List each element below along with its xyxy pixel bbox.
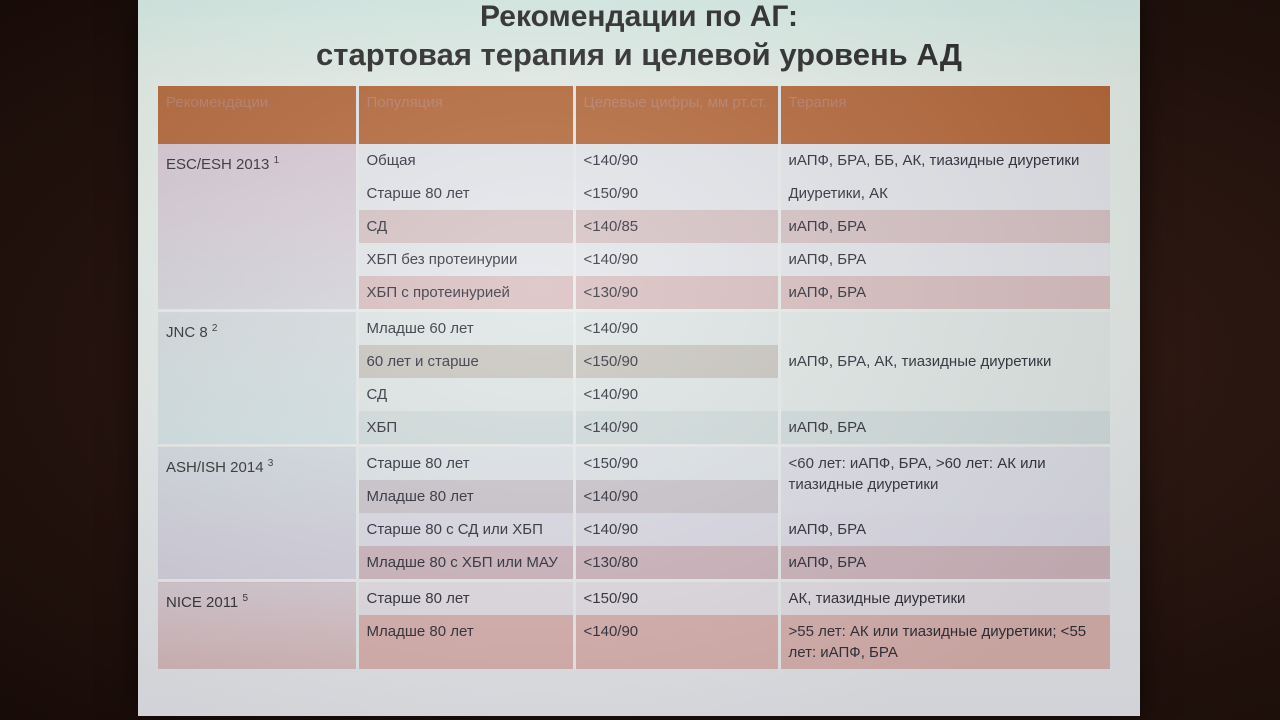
table-row: JNC 8 2 Младше 60 лет <140/90 иАПФ, БРА,… — [158, 309, 1110, 446]
header-therapy: Терапия — [779, 86, 1110, 144]
table-row: ESC/ESH 2013 1 Общая <140/90 иАПФ, БРА, … — [158, 144, 1110, 311]
recommendations-table: Рекомендации Популяция Целевые цифры, мм… — [158, 86, 1110, 669]
table-row: 60 лет и старше <150/90 — [158, 345, 1110, 378]
therapy-cell: иАПФ, БРА — [779, 546, 1110, 581]
table-header-row: Рекомендации Популяция Целевые цифры, мм… — [158, 86, 1110, 144]
population-cell: Старше 80 с СД или ХБП — [357, 513, 576, 546]
org-ref: 1 — [273, 155, 280, 166]
target-cell: <140/90 — [574, 144, 781, 177]
target-cell: <140/90 — [574, 513, 781, 546]
table-row: ХБП без протеинурии <140/90 иАПФ, БРА — [158, 243, 1110, 276]
target-cell: <150/90 — [574, 579, 781, 615]
table-row: Младше 80 с ХБП или МАУ <130/80 иАПФ, БР… — [158, 546, 1110, 581]
org-cell-jnc: JNC 8 2 — [158, 309, 359, 446]
slide-title-line1: Рекомендации по АГ: — [480, 0, 798, 33]
slide-title-line2: стартовая терапия и целевой уровень АД — [316, 37, 962, 72]
org-ref: 2 — [211, 323, 218, 334]
therapy-cell: иАПФ, БРА — [779, 276, 1110, 311]
therapy-cell: иАПФ, БРА — [779, 411, 1110, 446]
table-row: NICE 2011 5 Старше 80 лет <150/90 АК, ти… — [158, 579, 1110, 669]
target-cell: <140/90 — [574, 480, 781, 513]
target-cell: <140/90 — [574, 309, 781, 345]
therapy-cell: иАПФ, БРА — [779, 243, 1110, 276]
population-cell: 60 лет и старше — [357, 345, 576, 378]
presentation-slide: Рекомендации по АГ: стартовая терапия и … — [138, 0, 1140, 716]
population-cell: Старше 80 лет — [357, 579, 576, 615]
table-row: ХБП <140/90 иАПФ, БРА — [158, 411, 1110, 446]
population-cell: ХБП без протеинурии — [357, 243, 576, 276]
table-row: СД <140/90 — [158, 378, 1110, 411]
target-cell: <150/90 — [574, 177, 781, 210]
target-cell: <140/90 — [574, 411, 781, 446]
target-cell: <140/85 — [574, 210, 781, 243]
population-cell: ХБП — [357, 411, 576, 446]
population-cell: Младше 60 лет — [357, 309, 576, 345]
population-cell: Старше 80 лет — [357, 444, 576, 480]
table-row: ХБП с протеинурией <130/90 иАПФ, БРА — [158, 276, 1110, 311]
org-ref: 5 — [242, 593, 248, 604]
target-cell: <150/90 — [574, 345, 781, 378]
org-cell-ash: ASH/ISH 2014 3 — [158, 444, 359, 581]
slide-title: Рекомендации по АГ: стартовая терапия и … — [138, 0, 1140, 74]
org-ref: 3 — [267, 458, 274, 469]
target-cell: <140/90 — [574, 378, 781, 411]
org-name: JNC 8 — [166, 324, 208, 341]
population-cell: Младше 80 с ХБП или МАУ — [357, 546, 576, 581]
population-cell: Общая — [357, 144, 576, 177]
target-cell: <140/90 — [574, 243, 781, 276]
table-row: Старше 80 с СД или ХБП <140/90 иАПФ, БРА — [158, 513, 1110, 546]
target-cell: <130/90 — [574, 276, 781, 311]
table-row: Старше 80 лет <150/90 Диуретики, АК — [158, 177, 1110, 210]
population-cell: СД — [357, 378, 576, 411]
population-cell: Младше 80 лет — [357, 480, 576, 513]
org-name: NICE 2011 — [166, 594, 239, 611]
header-population: Популяция — [357, 86, 576, 144]
target-cell: <150/90 — [574, 444, 781, 480]
org-name: ASH/ISH 2014 — [166, 459, 264, 476]
therapy-cell: >55 лет: АК или тиазидные диуретики; <55… — [779, 615, 1110, 669]
org-name: ESC/ESH 2013 — [166, 156, 270, 173]
table-row: СД <140/85 иАПФ, БРА — [158, 210, 1110, 243]
org-cell-esc: ESC/ESH 2013 1 — [158, 144, 359, 311]
org-cell-nice: NICE 2011 5 — [158, 579, 359, 669]
population-cell: Младше 80 лет — [357, 615, 576, 669]
therapy-cell: иАПФ, БРА, ББ, АК, тиазидные диуретики — [779, 144, 1110, 177]
target-cell: <140/90 — [574, 615, 781, 669]
table-row: Младше 80 лет <140/90 — [158, 480, 1110, 513]
header-recommendations: Рекомендации — [158, 86, 359, 144]
population-cell: ХБП с протеинурией — [357, 276, 576, 311]
therapy-cell-merged: иАПФ, БРА, АК, тиазидные диуретики — [779, 309, 1110, 411]
table-row: ASH/ISH 2014 3 Старше 80 лет <150/90 <60… — [158, 444, 1110, 581]
target-cell: <130/80 — [574, 546, 781, 581]
therapy-cell: иАПФ, БРА — [779, 210, 1110, 243]
population-cell: Старше 80 лет — [357, 177, 576, 210]
table-row: Младше 80 лет <140/90 >55 лет: АК или ти… — [158, 615, 1110, 669]
header-target: Целевые цифры, мм рт.ст. — [574, 86, 781, 144]
therapy-cell: Диуретики, АК — [779, 177, 1110, 210]
therapy-cell: иАПФ, БРА — [779, 513, 1110, 546]
therapy-cell: АК, тиазидные диуретики — [779, 579, 1110, 615]
therapy-cell-merged: <60 лет: иАПФ, БРА, >60 лет: АК или тиаз… — [779, 444, 1110, 513]
population-cell: СД — [357, 210, 576, 243]
